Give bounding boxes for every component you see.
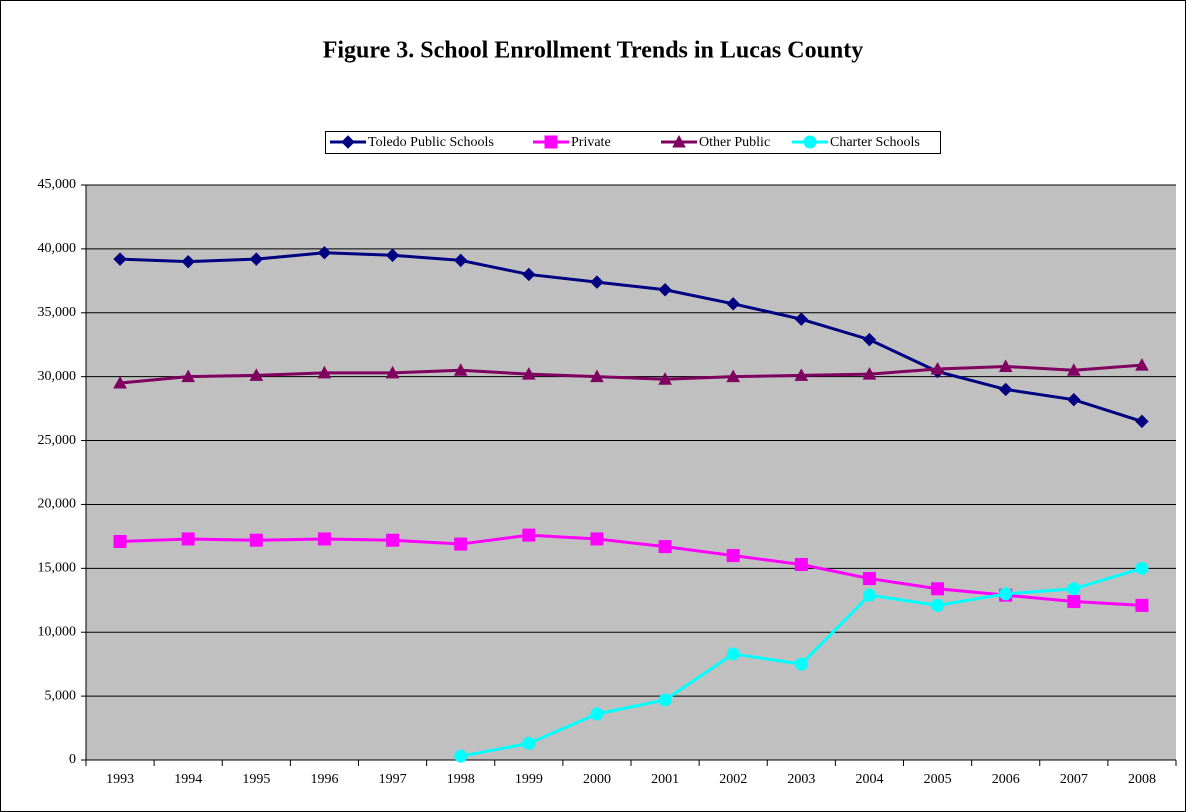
series-line	[120, 251, 1143, 423]
x-tick-label: 2003	[787, 772, 815, 787]
data-point	[794, 312, 809, 326]
data-point	[1067, 582, 1081, 596]
y-tick-label: 25,000	[38, 433, 77, 448]
data-point	[658, 372, 672, 385]
data-point	[930, 361, 945, 375]
data-point	[386, 533, 400, 547]
data-point	[453, 253, 468, 268]
data-point	[590, 707, 604, 721]
legend-marker	[544, 135, 558, 149]
data-point	[862, 367, 877, 380]
data-point	[999, 587, 1013, 601]
x-tick-label: 2005	[924, 772, 952, 787]
x-tick-label: 1998	[447, 772, 475, 787]
x-tick-label: 1993	[106, 772, 134, 787]
legend-marker	[803, 135, 817, 149]
data-point	[113, 376, 127, 389]
y-tick-label: 40,000	[38, 241, 77, 256]
x-tick-label: 1995	[242, 772, 270, 787]
data-point	[1135, 561, 1149, 575]
data-point	[249, 368, 264, 381]
series-line	[120, 533, 1143, 607]
series-line	[119, 363, 1143, 385]
x-tick-label: 1996	[310, 772, 338, 787]
x-tick-label: 2001	[651, 772, 679, 787]
data-point	[590, 275, 604, 289]
legend-label: Toledo Public Schools	[368, 135, 494, 150]
data-point	[794, 657, 808, 671]
y-tick-label: 45,000	[38, 177, 77, 192]
data-point	[862, 588, 876, 602]
x-tick-label: 2006	[992, 772, 1020, 787]
y-tick-label: 10,000	[38, 624, 77, 639]
legend-label: Charter Schools	[830, 135, 920, 150]
y-tick-label: 5,000	[45, 688, 77, 703]
data-point	[181, 254, 195, 269]
data-point	[726, 369, 741, 383]
data-point	[249, 252, 264, 266]
data-point	[385, 365, 400, 379]
data-point	[726, 549, 740, 563]
x-tick-label: 1994	[174, 772, 202, 787]
data-point	[590, 532, 604, 546]
data-point	[317, 532, 331, 546]
data-point	[522, 528, 536, 542]
data-point	[658, 693, 672, 707]
x-tick-label: 2000	[583, 772, 611, 787]
data-point	[1135, 598, 1149, 612]
x-tick-label: 2007	[1060, 772, 1088, 787]
legend-marker	[672, 134, 686, 148]
x-tick-label: 1999	[515, 772, 543, 787]
data-point	[521, 367, 536, 380]
chart-title: Figure 3. School Enrollment Trends in Lu…	[323, 38, 864, 64]
data-point	[998, 359, 1013, 372]
data-point	[658, 540, 672, 554]
data-point	[862, 332, 877, 347]
data-point	[317, 246, 332, 260]
data-point	[931, 582, 945, 596]
x-tick-label: 1997	[379, 772, 407, 787]
data-point	[931, 598, 945, 612]
legend-box	[325, 131, 941, 154]
data-point	[522, 736, 536, 750]
data-point	[590, 369, 604, 383]
y-tick-label: 30,000	[38, 369, 77, 384]
data-point	[249, 533, 263, 547]
data-point	[794, 558, 808, 571]
data-point	[1135, 358, 1149, 371]
data-point	[317, 365, 332, 379]
data-point	[522, 267, 536, 282]
data-point	[385, 248, 400, 262]
legend-label: Private	[571, 135, 611, 150]
x-tick-label: 2008	[1128, 772, 1156, 787]
data-point	[181, 532, 195, 546]
data-point	[726, 297, 740, 311]
data-point	[1066, 363, 1081, 376]
data-point	[453, 363, 468, 376]
y-tick-label: 0	[69, 752, 76, 767]
y-tick-label: 15,000	[38, 561, 77, 576]
x-tick-label: 2002	[719, 772, 747, 787]
data-point	[1067, 392, 1081, 407]
data-point	[658, 283, 672, 297]
data-point	[113, 535, 127, 548]
legend-label: Other Public	[699, 135, 770, 150]
y-tick-label: 35,000	[38, 305, 77, 320]
data-point	[998, 382, 1013, 397]
data-point	[113, 252, 127, 266]
data-point	[794, 368, 809, 381]
x-tick-label: 2004	[855, 772, 883, 787]
y-tick-label: 20,000	[38, 497, 77, 512]
data-point	[1135, 414, 1149, 429]
data-point	[181, 369, 196, 383]
data-point	[454, 749, 468, 763]
legend-marker	[341, 135, 355, 149]
data-point	[862, 572, 876, 586]
data-point	[454, 537, 468, 551]
data-point	[726, 647, 740, 661]
data-point	[1067, 595, 1081, 609]
plot-area	[86, 185, 1176, 760]
